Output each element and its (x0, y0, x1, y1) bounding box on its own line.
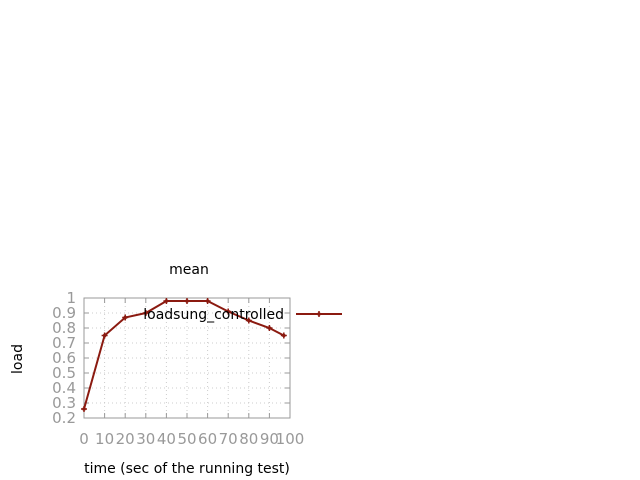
y-tick-label: 0.2 (52, 409, 76, 427)
data-point (225, 308, 232, 315)
x-tick-label: 30 (136, 430, 155, 448)
y-tick-label: 0.7 (52, 334, 76, 352)
y-tick-label: 0.9 (52, 304, 76, 322)
x-tick-label: 60 (198, 430, 217, 448)
legend-marker-series-1 (316, 311, 322, 317)
legend-label-series-1: loadsung_controlled (143, 307, 284, 323)
x-tick-label: 50 (177, 430, 196, 448)
x-tick-label: 70 (219, 430, 238, 448)
chart-title: mean (169, 262, 209, 278)
y-tick-label: 1 (66, 289, 76, 307)
y-axis-label: load (10, 344, 26, 374)
data-point (122, 314, 129, 321)
data-point (184, 298, 190, 304)
data-point (266, 325, 273, 331)
data-point (280, 332, 287, 339)
y-tick-label: 0.6 (52, 349, 76, 367)
x-tick-label: 20 (116, 430, 135, 448)
legend: loadsung_controlled (143, 307, 342, 323)
x-tick-label: 40 (157, 430, 176, 448)
y-tick-label: 0.4 (52, 379, 76, 397)
y-tick-label: 0.3 (52, 394, 76, 412)
data-point (245, 317, 252, 324)
axis-ticks (83, 297, 291, 419)
x-tick-label: 10 (95, 430, 114, 448)
x-tick-label: 90 (260, 430, 279, 448)
y-tick-label: 0.5 (52, 364, 76, 382)
x-tick-label: 80 (239, 430, 258, 448)
data-point (163, 298, 170, 304)
y-tick-label: 0.8 (52, 319, 76, 337)
data-point (142, 310, 149, 316)
y-tick-labels: 0.20.30.40.50.60.70.80.91 (52, 289, 76, 427)
data-point (101, 332, 108, 339)
x-tick-label: 100 (276, 430, 305, 448)
data-point (81, 406, 87, 412)
data-point (204, 298, 211, 304)
series-layer (81, 298, 287, 412)
x-axis-label: time (sec of the running test) (84, 461, 290, 477)
x-tick-label: 0 (79, 430, 89, 448)
